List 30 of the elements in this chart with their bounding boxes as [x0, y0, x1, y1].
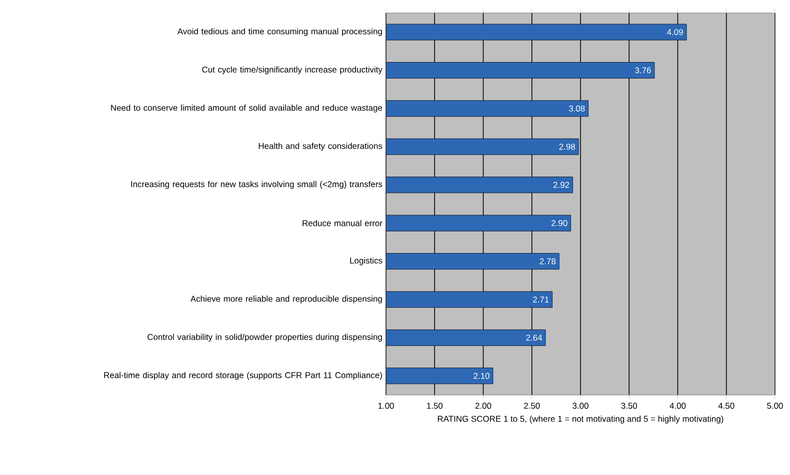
data-label: 3.08	[568, 105, 585, 112]
x-tick-label: 2.50	[524, 402, 540, 409]
data-label: 2.98	[559, 144, 575, 150]
data-label: 2.64	[526, 334, 542, 341]
data-label: 2.92	[553, 182, 570, 188]
data-label: 2.71	[533, 296, 549, 302]
x-tick-label: 5.00	[767, 402, 783, 409]
data-label: 2.10	[474, 372, 490, 379]
y-tick-label: Increasing requests for new tasks involving small (<2mg) transfers	[131, 180, 382, 189]
y-tick-label: Logistics	[350, 257, 382, 266]
y-tick-label: Achieve more reliable and reproducible dispensing	[190, 296, 382, 304]
x-tick-label: 1.50	[427, 402, 443, 409]
data-label: 3.76	[635, 67, 651, 74]
data-label: 4.09	[667, 29, 683, 36]
y-tick-label: Avoid tedious and time consuming manual processing	[177, 28, 382, 36]
x-axis-title: RATING SCORE 1 to 5, (where 1 = not motivating and 5 = highly motivating)	[438, 416, 724, 424]
x-tick-label: 1.00	[378, 402, 394, 409]
y-tick-label: Real-time display and record storage (supports CFR Part 11 Compliance)	[104, 372, 382, 380]
y-tick-label: Need to conserve limited amount of solid available and reduce wastage	[111, 104, 382, 112]
x-tick-label: 4.00	[670, 402, 686, 409]
x-tick-label: 3.00	[572, 402, 588, 409]
y-tick-label: Control variability in solid/powder properties during dispensing	[148, 334, 382, 342]
x-tick-label: 3.50	[621, 402, 638, 409]
data-label: 2.78	[540, 258, 556, 264]
y-tick-label: Health and safety considerations	[258, 142, 382, 151]
y-tick-label: Cut cycle time/significantly increase productivity	[202, 66, 382, 74]
x-tick-label: 2.00	[475, 402, 492, 409]
x-tick-label: 4.50	[718, 402, 734, 409]
data-label: 2.90	[552, 220, 568, 226]
y-tick-label: Reduce manual error	[302, 220, 382, 226]
